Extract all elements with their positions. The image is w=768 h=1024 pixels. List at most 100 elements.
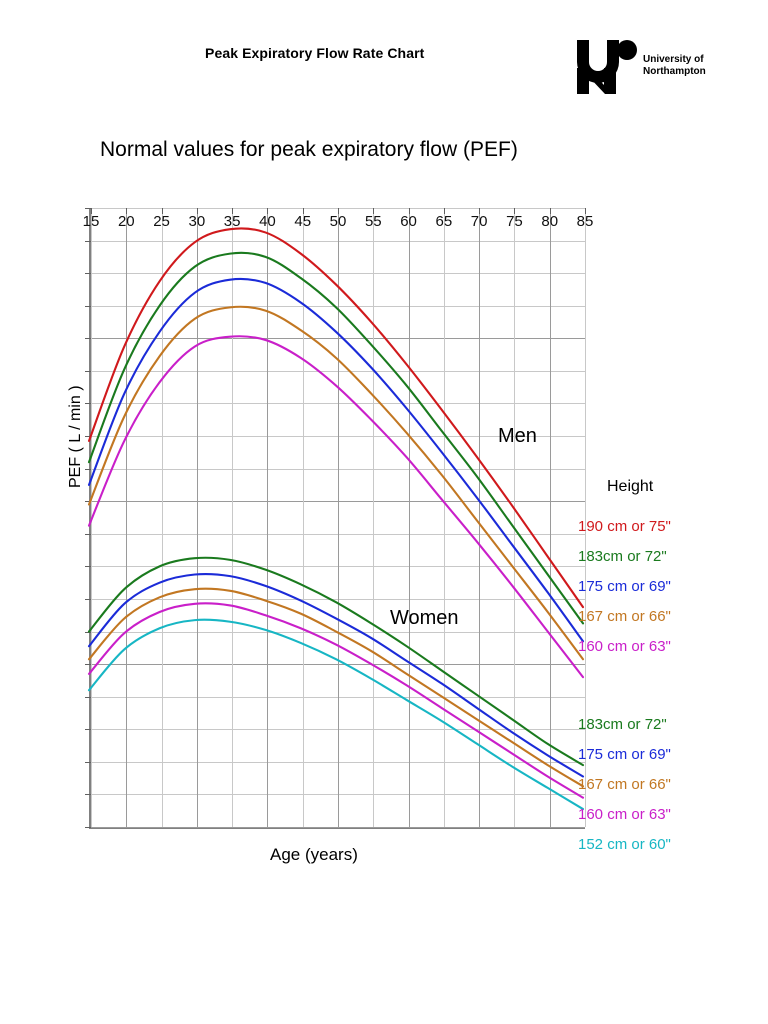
pef-curve	[87, 556, 585, 767]
y-tick-mark	[85, 533, 91, 535]
y-tick-mark	[85, 208, 91, 209]
y-tick-mark	[85, 436, 91, 438]
legend-entry-men: 175 cm or 69"	[578, 578, 671, 595]
x-tick-label: 45	[294, 213, 312, 230]
legend-entry-women: 183cm or 72"	[578, 716, 667, 733]
x-tick-label: 50	[329, 213, 347, 230]
x-tick-mark	[479, 208, 481, 214]
x-tick-label: 20	[117, 213, 135, 230]
gridline-vertical	[161, 208, 163, 827]
x-tick-mark	[443, 208, 445, 214]
x-tick-mark	[408, 208, 410, 214]
x-tick-mark	[338, 208, 339, 214]
x-tick-mark	[585, 208, 586, 214]
x-tick-label: 35	[223, 213, 241, 230]
legend-entry-men: 160 cm or 63"	[578, 638, 671, 655]
x-tick-label: 30	[188, 213, 206, 230]
legend-entry-women: 152 cm or 60"	[578, 836, 671, 853]
uon-wordmark-line2: Northampton	[643, 65, 706, 77]
women-group-label: Women	[390, 607, 459, 629]
pef-curve	[87, 227, 585, 609]
y-tick-mark	[85, 240, 91, 242]
chart-title: Normal values for peak expiratory flow (…	[100, 138, 518, 161]
legend-women: 183cm or 72" 175 cm or 69" 167 cm or 66" 16…	[578, 710, 671, 860]
gridline-vertical	[196, 208, 198, 827]
pef-curve	[87, 305, 585, 661]
x-tick-mark	[549, 208, 551, 214]
gridline-vertical	[585, 208, 586, 827]
gridline-vertical	[408, 208, 410, 827]
gridline-vertical	[479, 208, 481, 827]
x-tick-label: 25	[153, 213, 170, 230]
x-axis-title: Age (years)	[270, 845, 358, 864]
pef-curve	[87, 335, 585, 679]
gridline-vertical	[549, 208, 551, 827]
x-tick-mark	[161, 208, 163, 214]
uon-wordmark-line1: University of	[643, 54, 704, 65]
gridline-vertical	[302, 208, 304, 827]
y-tick-mark	[85, 761, 91, 763]
pef-curve	[87, 618, 585, 811]
pef-curve	[87, 602, 585, 799]
legend-men: 190 cm or 75" 183cm or 72" 175 cm or 69" 16…	[578, 512, 671, 662]
y-tick-mark	[85, 566, 91, 568]
y-tick-mark	[85, 598, 91, 600]
y-tick-mark	[85, 631, 91, 633]
y-tick-mark	[85, 729, 91, 731]
plot-area: 3003203403603804004204404604805005205405…	[67, 208, 593, 829]
x-tick-label: 85	[576, 213, 594, 230]
y-tick-mark	[85, 468, 91, 470]
x-tick-mark	[267, 208, 269, 214]
men-group-label: Men	[498, 425, 537, 447]
legend-entry-women: 160 cm or 63"	[578, 806, 671, 823]
legend-entry-men: 190 cm or 75"	[578, 518, 671, 535]
gridline-vertical	[373, 208, 375, 827]
y-tick-mark	[85, 273, 91, 275]
legend-entry-women: 167 cm or 66"	[578, 776, 671, 793]
y-tick-mark	[85, 403, 91, 405]
x-tick-label: 15	[82, 213, 100, 230]
x-tick-mark	[126, 208, 128, 214]
pef-curve	[87, 251, 585, 625]
y-tick-mark	[85, 370, 91, 372]
x-tick-mark	[91, 208, 92, 214]
y-tick-mark	[85, 696, 91, 698]
gridline-horizontal	[91, 827, 585, 828]
x-tick-label: 65	[435, 213, 453, 230]
legend-entry-women: 175 cm or 69"	[578, 746, 671, 763]
x-tick-mark	[302, 208, 304, 214]
gridline-vertical	[267, 208, 269, 827]
x-tick-label: 70	[470, 213, 488, 230]
y-tick-mark	[85, 501, 91, 503]
x-tick-mark	[196, 208, 198, 214]
legend-title: Height	[607, 478, 654, 495]
uon-wordmark: University of Northampton	[643, 54, 706, 77]
legend-entry-men: 183cm or 72"	[578, 548, 667, 565]
x-tick-mark	[373, 208, 375, 214]
y-tick-mark	[85, 794, 91, 796]
header-title: Peak Expiratory Flow Rate Chart	[205, 45, 425, 61]
x-tick-label: 60	[400, 213, 417, 230]
x-tick-label: 80	[541, 213, 559, 230]
y-tick-mark	[85, 338, 91, 340]
pef-curve	[87, 587, 585, 788]
pef-curve	[87, 572, 585, 778]
uon-logo-mark	[577, 40, 637, 94]
document-header: Peak Expiratory Flow Rate Chart Universi…	[0, 0, 768, 110]
legend-entry-men: 167 cm or 66"	[578, 608, 671, 625]
x-tick-label: 75	[506, 213, 523, 230]
pef-curve	[87, 277, 585, 643]
x-tick-label: 55	[364, 213, 382, 230]
y-tick-mark	[85, 664, 91, 666]
gridline-vertical	[232, 208, 234, 827]
gridline-vertical	[443, 208, 445, 827]
y-tick-mark	[85, 305, 91, 307]
x-tick-label: 40	[259, 213, 276, 230]
x-tick-mark	[232, 208, 234, 214]
gridline-vertical	[514, 208, 516, 827]
university-logo: University of Northampton	[575, 38, 715, 96]
gridline-vertical	[126, 208, 128, 827]
y-tick-mark	[85, 827, 91, 828]
